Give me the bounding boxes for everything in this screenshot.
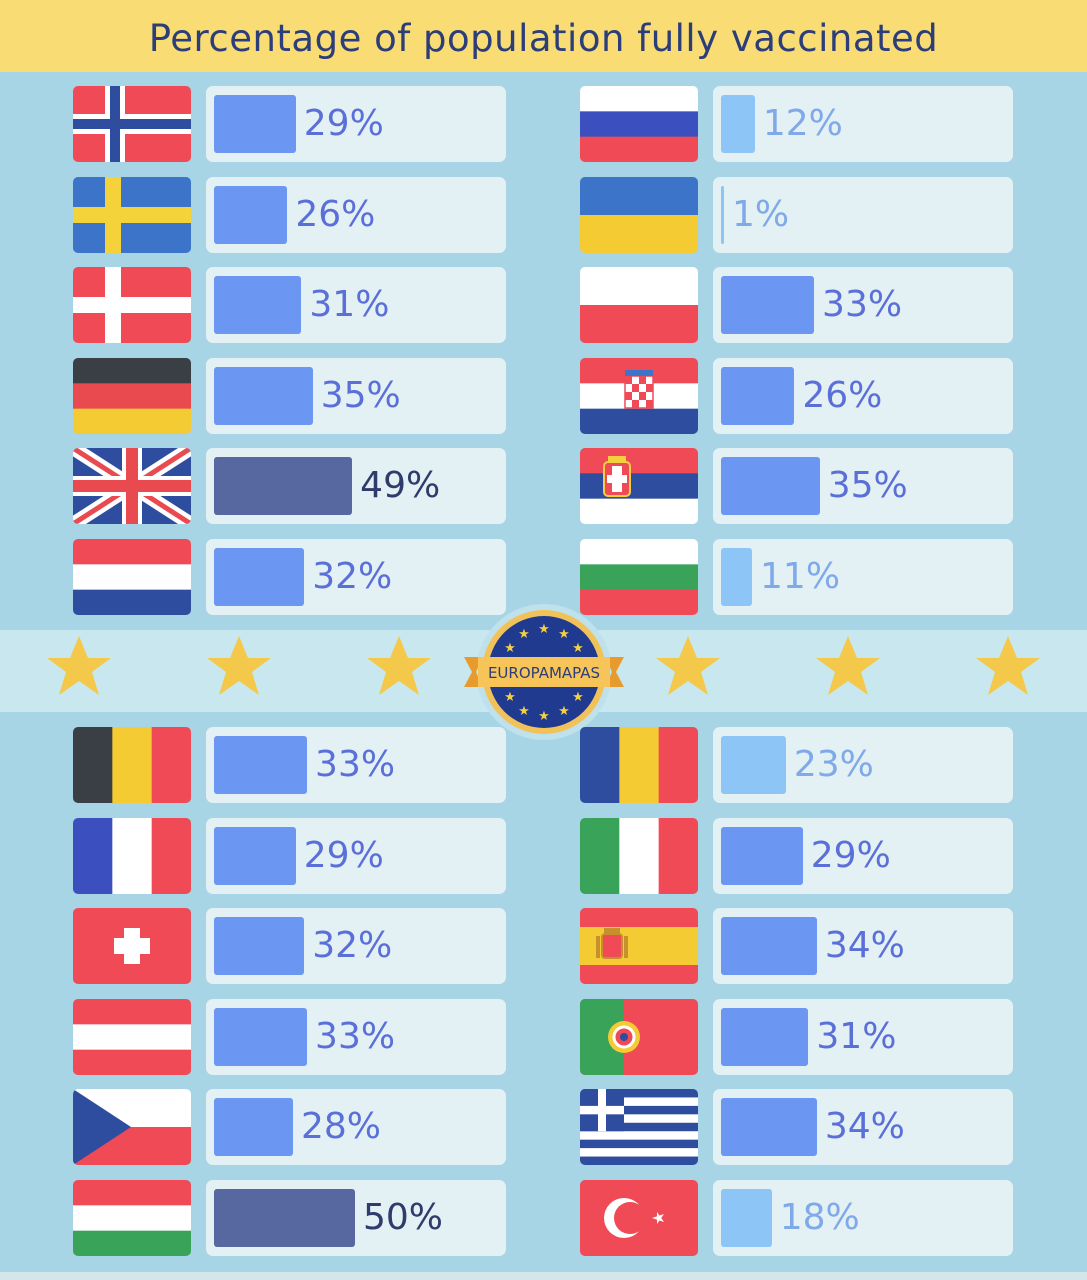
value-label: 23% [793,744,874,785]
star-icon [656,636,720,695]
bar-norway [214,95,296,153]
serbia-flag-icon [580,448,698,524]
bar-italy [721,827,803,885]
svg-text:★: ★ [504,641,516,656]
europamapas-badge: ★ ★★ ★★ ★ ★★ ★★ EUROPAMAPAS [464,604,624,740]
value-label: 1% [732,194,790,235]
value-label: 33% [315,744,396,785]
austria-flag-icon [73,999,191,1075]
bar-ukraine [721,186,724,244]
russia-flag-icon [580,86,698,162]
value-label: 29% [303,103,384,144]
chart-title: Percentage of population fully vaccinate… [148,16,939,60]
value-label: 26% [802,375,883,416]
bar-bulgaria [721,548,753,606]
bar-switzerland [214,917,305,975]
bar-germany [214,367,313,425]
france-flag-icon [73,818,191,894]
svg-text:★: ★ [518,704,530,719]
value-label: 29% [810,835,891,876]
switzerland-flag-icon [73,908,191,984]
value-label: 31% [309,284,390,325]
bar-poland [721,276,815,334]
bar-sweden [214,186,288,244]
value-label: 12% [762,103,843,144]
bar-denmark [214,276,302,334]
value-label: 29% [303,835,384,876]
value-label: 32% [312,556,393,597]
svg-text:★: ★ [572,690,584,705]
value-label: 32% [312,925,393,966]
star-icon [816,636,880,695]
star-icon [47,636,111,695]
bar-greece [721,1098,817,1156]
turkey-flag-icon [580,1180,698,1256]
sweden-flag-icon [73,177,191,253]
value-label: 35% [320,375,401,416]
svg-text:★: ★ [558,627,570,642]
bar-russia [721,95,755,153]
value-label: 28% [300,1106,381,1147]
badge-label: EUROPAMAPAS [488,664,600,682]
italy-flag-icon [580,818,698,894]
bar-czechia [214,1098,293,1156]
bottom-strip [0,1272,1087,1280]
star-icon [367,636,431,695]
bar-portugal [721,1008,809,1066]
greece-flag-icon [580,1089,698,1165]
hungary-flag-icon [73,1180,191,1256]
croatia-flag-icon [580,358,698,434]
germany-flag-icon [73,358,191,434]
bar-turkey [721,1189,772,1247]
svg-text:★: ★ [538,622,550,637]
bar-spain [721,917,817,975]
value-label: 50% [363,1197,444,1238]
svg-text:★: ★ [538,709,550,724]
poland-flag-icon [580,267,698,343]
netherlands-flag-icon [73,539,191,615]
bar-croatia [721,367,795,425]
value-label: 26% [295,194,376,235]
value-label: 49% [360,465,441,506]
value-label: 33% [822,284,903,325]
value-label: 18% [779,1197,860,1238]
bar-uk [214,457,353,515]
value-label: 35% [827,465,908,506]
bar-belgium [214,736,308,794]
bar-track [713,539,1013,615]
star-icon [976,636,1040,695]
title-bar: Percentage of population fully vaccinate… [0,0,1087,72]
uk-flag-icon [73,448,191,524]
value-label: 31% [816,1016,897,1057]
ukraine-flag-icon [580,177,698,253]
svg-text:★: ★ [504,690,516,705]
portugal-flag-icon [580,999,698,1075]
bar-romania [721,736,786,794]
svg-text:★: ★ [518,627,530,642]
svg-text:★: ★ [572,641,584,656]
svg-text:★: ★ [558,704,570,719]
value-label: 11% [760,556,841,597]
bar-serbia [721,457,820,515]
romania-flag-icon [580,727,698,803]
spain-flag-icon [580,908,698,984]
bar-hungary [214,1189,355,1247]
bar-france [214,827,296,885]
norway-flag-icon [73,86,191,162]
bar-netherlands [214,548,305,606]
denmark-flag-icon [73,267,191,343]
bar-austria [214,1008,308,1066]
bar-track [713,86,1013,162]
value-label: 33% [315,1016,396,1057]
value-label: 34% [824,1106,905,1147]
belgium-flag-icon [73,727,191,803]
value-label: 34% [824,925,905,966]
bar-track [713,177,1013,253]
bulgaria-flag-icon [580,539,698,615]
czechia-flag-icon [73,1089,191,1165]
star-icon [207,636,271,695]
